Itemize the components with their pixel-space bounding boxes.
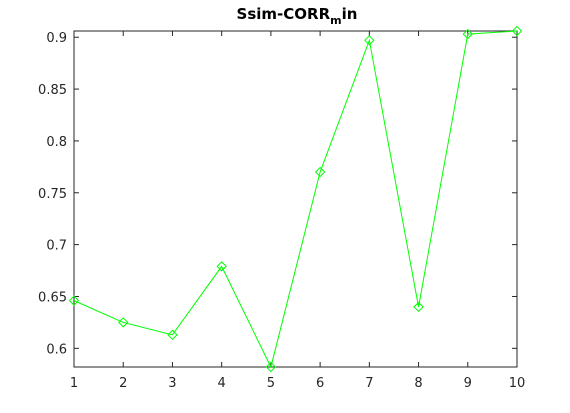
data-point [511, 25, 523, 37]
chart-title-tail: in [342, 5, 358, 23]
x-tick-label: 6 [316, 376, 324, 391]
x-tick-label: 5 [267, 376, 275, 391]
data-point [118, 317, 129, 328]
data-point [413, 301, 424, 313]
y-tick-label: 0.65 [38, 290, 67, 305]
x-tick-label: 2 [119, 376, 127, 391]
x-tick-label: 3 [168, 376, 176, 391]
x-tick-label: 4 [218, 376, 226, 391]
x-tick-label: 10 [509, 376, 526, 391]
y-tick-label: 0.6 [46, 342, 67, 357]
data-point [314, 166, 326, 178]
y-tick-label: 0.75 [38, 187, 67, 202]
chart-title-subscript: m [330, 14, 341, 27]
y-tick-label: 0.85 [38, 83, 67, 98]
y-tick-label: 0.9 [46, 31, 67, 46]
data-point [68, 295, 80, 306]
y-axis: 0.6 0.65 0.7 0.75 0.8 0.85 0.9 [38, 31, 517, 357]
y-tick-label: 0.7 [46, 239, 67, 254]
x-tick-label: 1 [70, 376, 78, 391]
data-point [167, 329, 178, 341]
x-tick-label: 8 [414, 376, 422, 391]
chart-title: Ssim-CORRmin [237, 5, 358, 27]
plot-area [73, 30, 518, 368]
series-layer [68, 25, 523, 373]
chart-title-main: Ssim-CORR [237, 5, 331, 23]
data-point [364, 35, 375, 46]
data-point [462, 28, 473, 40]
data-point [216, 261, 227, 272]
series-line [73, 30, 518, 369]
y-tick-label: 0.8 [46, 135, 67, 150]
data-point [265, 361, 277, 373]
x-axis: 1 2 3 4 5 6 7 8 9 10 [70, 31, 525, 391]
x-tick-label: 9 [464, 376, 472, 391]
x-tick-label: 7 [365, 376, 373, 391]
